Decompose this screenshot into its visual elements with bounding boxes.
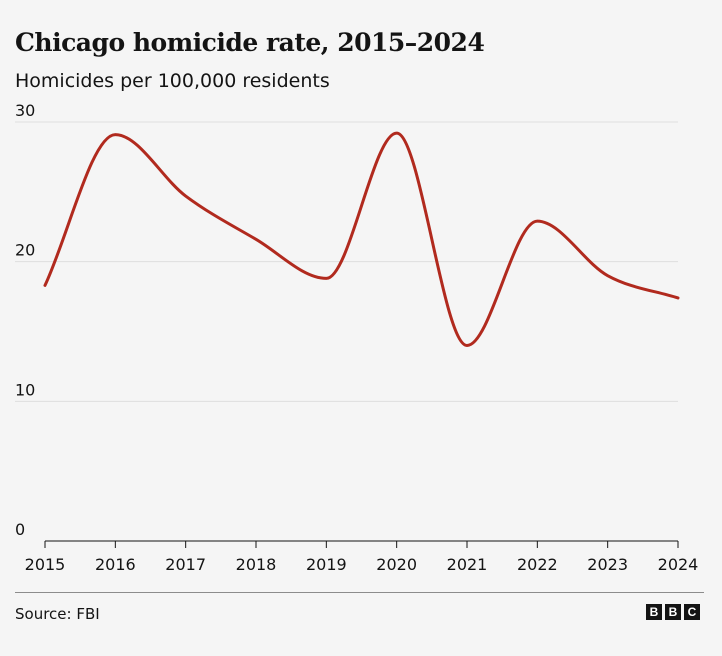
bbc-logo-block: B: [665, 604, 681, 620]
source-note: Source: FBI: [15, 605, 100, 623]
y-tick-label: 30: [15, 101, 35, 120]
bbc-logo-block: B: [646, 604, 662, 620]
x-tick-label: 2024: [658, 555, 699, 574]
chart-subtitle: Homicides per 100,000 residents: [15, 70, 330, 92]
x-tick-label: 2016: [95, 555, 136, 574]
bbc-logo: B B C: [646, 604, 700, 620]
bbc-logo-block: C: [684, 604, 700, 620]
x-tick-label: 2023: [587, 555, 628, 574]
x-tick-label: 2020: [376, 555, 417, 574]
x-tick-label: 2015: [25, 555, 66, 574]
y-tick-label: 20: [15, 241, 35, 260]
x-tick-label: 2022: [517, 555, 558, 574]
footer-divider: [15, 592, 704, 593]
x-tick-label: 2017: [165, 555, 206, 574]
y-tick-label: 10: [15, 380, 35, 399]
chart-title: Chicago homicide rate, 2015–2024: [15, 28, 485, 57]
y-tick-label: 0: [15, 520, 25, 539]
line-chart: 0 10 20 30 2015 2016 2017 2018 2019 2020 2021 2022 2…: [15, 101, 699, 574]
x-tick-label: 2018: [236, 555, 277, 574]
x-tick-label: 2021: [447, 555, 488, 574]
x-tick-label: 2019: [306, 555, 347, 574]
series-line: [43, 131, 680, 347]
